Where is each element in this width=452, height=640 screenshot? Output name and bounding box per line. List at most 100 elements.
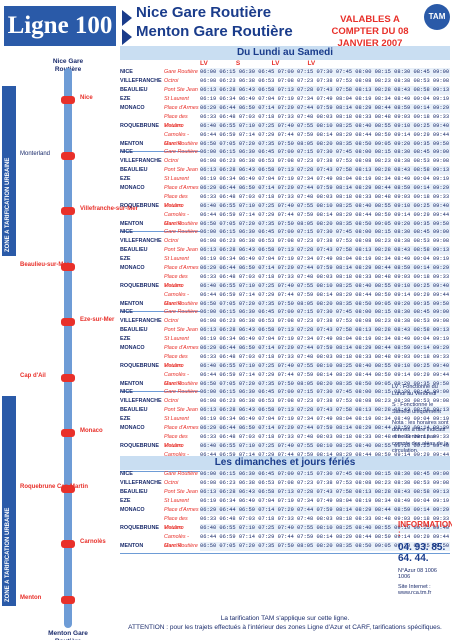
stop-marker [61, 318, 75, 327]
row-times: 06:33 06:48 07:03 07:18 07:33 07:48 08:0… [200, 515, 450, 524]
row-stop: Octroi [164, 318, 179, 324]
stop-marker [61, 262, 75, 271]
table-row: NICE Gare Routière 06:00 06:15 06:30 06:45… [120, 470, 450, 479]
table-row: VILLEFRANCHE Octroi 06:08 06:23 06:38 06:5… [120, 397, 450, 406]
row-stop: St Laurent [164, 498, 189, 504]
arrow-right-icon [122, 10, 132, 26]
footer-warning: ATTENTION : pour les trajets effectués à… [128, 624, 442, 631]
row-city: VILLEFRANCHE [120, 238, 162, 244]
bottom-terminus: Menton Gare Routière [48, 630, 88, 640]
row-stop: Pont Ste Jean [164, 327, 198, 333]
row-stop: Place des Moulins [164, 354, 188, 369]
table-row: ROQUEBRUNE Vistaero 06:40 06:55 07:10 07:2… [120, 122, 450, 131]
row-city: MENTON [120, 543, 144, 549]
table-row: MONACO Place d'Armes 06:29 06:44 06:59 07:… [120, 424, 450, 433]
freq-lv: LV [307, 60, 316, 67]
row-stop: Gare Routière [164, 389, 198, 395]
row-stop: St Laurent [164, 96, 189, 102]
zone-tag-south: ZONE A TARIFICATION URBAINE [2, 396, 16, 606]
table-row: BEAULIEU Pont Ste Jean 06:13 06:28 06:43 0… [120, 246, 450, 255]
row-stop: Gare Routière [164, 381, 198, 387]
table-row: MONACO Place d'Armes 06:29 06:44 06:59 07:… [120, 506, 450, 515]
row-stop: Gare Routière [164, 301, 198, 307]
row-stop: Gare Routière [164, 309, 198, 315]
row-stop: Pont Ste Jean [164, 489, 198, 495]
row-times: 06:29 06:44 06:59 07:14 07:29 07:44 07:5… [200, 424, 450, 433]
arrow-right-icon [122, 29, 132, 45]
info-phone[interactable]: 04. 93. 85. 64. 44. [398, 542, 446, 564]
table-row: Carnolès - Marché 06:44 06:59 07:14 07:29… [120, 131, 450, 147]
table-row: NICE Gare Routière 06:00 06:15 06:30 06:45… [120, 388, 450, 397]
row-city: MENTON [120, 221, 144, 227]
table-row: BEAULIEU Pont Ste Jean 06:13 06:28 06:43 0… [120, 406, 450, 415]
row-times: 06:19 06:34 06:49 07:04 07:19 07:34 07:4… [200, 335, 450, 344]
row-times: 06:50 07:05 07:20 07:35 07:50 08:05 08:2… [200, 380, 450, 389]
row-city: MONACO [120, 265, 145, 271]
footer: La tarification TAM s'applique sur cette… [120, 614, 450, 632]
row-stop: St Laurent [164, 336, 189, 342]
zone-label: ZONE A TARIFICATION URBAINE [5, 157, 11, 252]
row-city: VILLEFRANCHE [120, 78, 162, 84]
zone-tag-north: ZONE A TARIFICATION URBAINE [2, 86, 16, 256]
table-row: Place des Moulins 06:33 06:48 07:03 07:18… [120, 515, 450, 531]
table-row: BEAULIEU Pont Ste Jean 06:13 06:28 06:43 0… [120, 166, 450, 175]
row-city: ROQUEBRUNE [120, 123, 159, 129]
row-stop: St Laurent [164, 176, 189, 182]
row-times: 06:44 06:59 07:14 07:29 07:44 07:59 08:1… [200, 371, 450, 380]
row-stop: Gare Routière [164, 149, 198, 155]
row-city: MONACO [120, 507, 145, 513]
table-row: ROQUEBRUNE Vistaero 06:40 06:55 07:10 07:2… [120, 282, 450, 291]
row-stop: Gare Routière [164, 141, 198, 147]
row-times: 06:40 06:55 07:10 07:25 07:40 07:55 08:1… [200, 442, 450, 451]
row-times: 06:13 06:28 06:43 06:58 07:13 07:28 07:4… [200, 166, 450, 175]
table-row: Place des Moulins 06:33 06:48 07:03 07:18… [120, 113, 450, 129]
row-city: BEAULIEU [120, 247, 148, 253]
row-city: NICE [120, 149, 133, 155]
row-city: EZE [120, 498, 131, 504]
row-times: 06:50 07:05 07:20 07:35 07:50 08:05 08:2… [200, 300, 450, 309]
row-times: 06:19 06:34 06:49 07:04 07:19 07:34 07:4… [200, 175, 450, 184]
table-row: Carnolès - Marché 06:44 06:59 07:14 07:29… [120, 533, 450, 549]
row-times: 06:33 06:48 07:03 07:18 07:33 07:48 08:0… [200, 193, 450, 202]
table-row: BEAULIEU Pont Ste Jean 06:13 06:28 06:43 0… [120, 326, 450, 335]
row-stop: St Laurent [164, 416, 189, 422]
row-city: MENTON [120, 301, 144, 307]
row-times: 06:40 06:55 07:10 07:25 07:40 07:55 08:1… [200, 282, 450, 291]
row-stop: Place des Moulins [164, 434, 188, 449]
route-line [64, 68, 72, 628]
table-row: Place des Moulins 06:33 06:48 07:03 07:18… [120, 433, 450, 449]
row-stop: Place des Moulins [164, 114, 188, 129]
stop-label: Cap d'Ail [20, 372, 46, 379]
row-times: 06:29 06:44 06:59 07:14 07:29 07:44 07:5… [200, 506, 450, 515]
info-site[interactable]: Site Internet : www.rca.tm.fr [398, 584, 432, 596]
freq-s: S [235, 60, 241, 67]
row-times: 06:50 07:05 07:20 07:35 07:50 08:05 08:2… [200, 542, 450, 551]
stop-label: Menton [20, 595, 42, 601]
row-stop: Pont Ste Jean [164, 167, 198, 173]
row-city: EZE [120, 256, 131, 262]
info-box: INFORMATIONS : 04. 93. 85. 64. 44. N°Azu… [398, 520, 452, 610]
info-azur[interactable]: N°Azur 08 1006 1006 [398, 568, 437, 580]
row-city: MONACO [120, 105, 145, 111]
stop-label: Monterland [20, 150, 51, 157]
table-row: MONACO Place d'Armes 06:29 06:44 06:59 07:… [120, 344, 450, 353]
section-weekday: Du Lundi au Samedi [120, 46, 450, 60]
row-times: 06:44 06:59 07:14 07:29 07:44 07:59 08:1… [200, 291, 450, 300]
legend: LV : Fonctionne du Lundi au Vendredi S :… [392, 384, 450, 455]
stop-label: Beaulieu-sur-Mer [20, 261, 70, 268]
stop-marker [61, 596, 75, 604]
row-stop: Vistaero [164, 363, 184, 369]
row-times: 06:40 06:55 07:10 07:25 07:40 07:55 08:1… [200, 524, 450, 533]
destination-origin: Nice Gare Routière [136, 4, 272, 21]
row-city: ROQUEBRUNE [120, 203, 159, 209]
row-stop: Vistaero [164, 443, 184, 449]
row-city: NICE [120, 389, 133, 395]
row-stop: Place d'Armes [164, 507, 199, 513]
row-times: 06:44 06:59 07:14 07:29 07:44 07:59 08:1… [200, 211, 450, 220]
row-times: 06:00 06:15 06:30 06:45 07:00 07:15 07:3… [200, 68, 450, 77]
row-city: EZE [120, 416, 131, 422]
row-times: 06:13 06:28 06:43 06:58 07:13 07:28 07:4… [200, 488, 450, 497]
